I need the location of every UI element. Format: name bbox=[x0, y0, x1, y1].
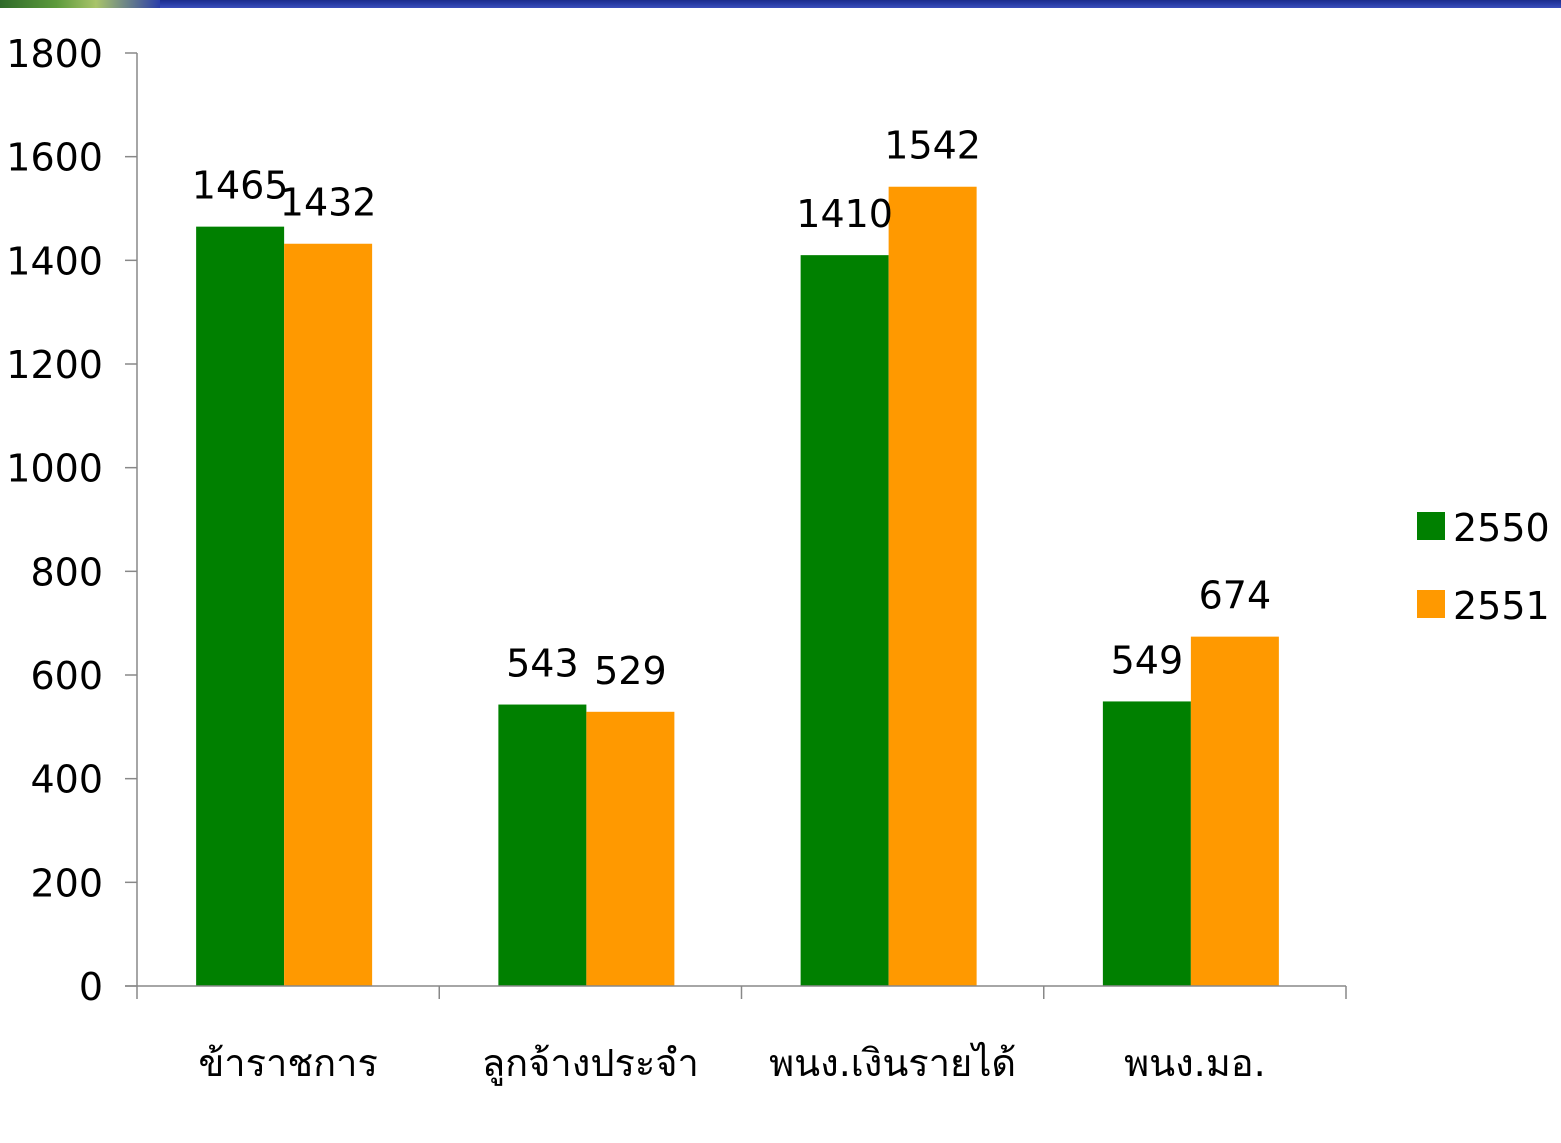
y-tick-label: 200 bbox=[30, 861, 103, 905]
bars bbox=[196, 186, 1279, 987]
data-label: 1410 bbox=[796, 192, 893, 236]
bar-2550-3 bbox=[1102, 701, 1191, 986]
data-label: 1542 bbox=[884, 124, 981, 168]
legend: 2550 2551 bbox=[1417, 506, 1550, 628]
bar-2550-0 bbox=[196, 226, 285, 986]
y-tick-label: 1600 bbox=[6, 136, 103, 180]
legend-label: 2550 bbox=[1453, 506, 1550, 550]
bar-2551-3 bbox=[1190, 636, 1279, 986]
x-category-label: พนง.เงินรายได้ bbox=[769, 1041, 1016, 1085]
y-tick-label: 1000 bbox=[6, 447, 103, 491]
legend-swatch-2551 bbox=[1417, 590, 1445, 618]
banner-graphic bbox=[0, 0, 160, 8]
axes bbox=[125, 53, 1347, 999]
top-banner bbox=[0, 0, 1561, 8]
legend-swatch-2550 bbox=[1417, 512, 1445, 540]
y-tick-label: 400 bbox=[30, 758, 103, 802]
y-tick-label: 1800 bbox=[6, 32, 103, 76]
bar-2551-0 bbox=[284, 243, 373, 986]
x-axis-labels: ข้าราชการ ลูกจ้างประจำ พนง.เงินรายได้ พนง.ม… bbox=[198, 1041, 1265, 1086]
x-category-label: ข้าราชการ bbox=[198, 1041, 378, 1085]
data-label: 529 bbox=[594, 649, 667, 693]
data-label: 674 bbox=[1199, 574, 1272, 618]
bar-2551-1 bbox=[586, 711, 675, 986]
y-tick-label: 800 bbox=[30, 550, 103, 594]
x-category-label: พนง.มอ. bbox=[1124, 1041, 1266, 1085]
bar-2550-2 bbox=[800, 255, 889, 986]
y-tick-label: 1200 bbox=[6, 343, 103, 387]
x-category-label: ลูกจ้างประจำ bbox=[482, 1041, 699, 1086]
data-label: 549 bbox=[1111, 638, 1184, 682]
data-label: 543 bbox=[506, 642, 579, 686]
y-tick-label: 1400 bbox=[6, 239, 103, 283]
legend-label: 2551 bbox=[1453, 584, 1550, 628]
bar-2550-1 bbox=[498, 704, 587, 986]
bar-2551-2 bbox=[888, 186, 977, 987]
y-axis-ticks: 0 200 400 600 800 1000 1200 1400 1600 1800 bbox=[6, 32, 137, 1009]
y-tick-label: 600 bbox=[30, 654, 103, 698]
data-label: 1432 bbox=[280, 181, 377, 225]
y-tick-label: 0 bbox=[79, 965, 103, 1009]
data-label: 1465 bbox=[192, 164, 289, 208]
